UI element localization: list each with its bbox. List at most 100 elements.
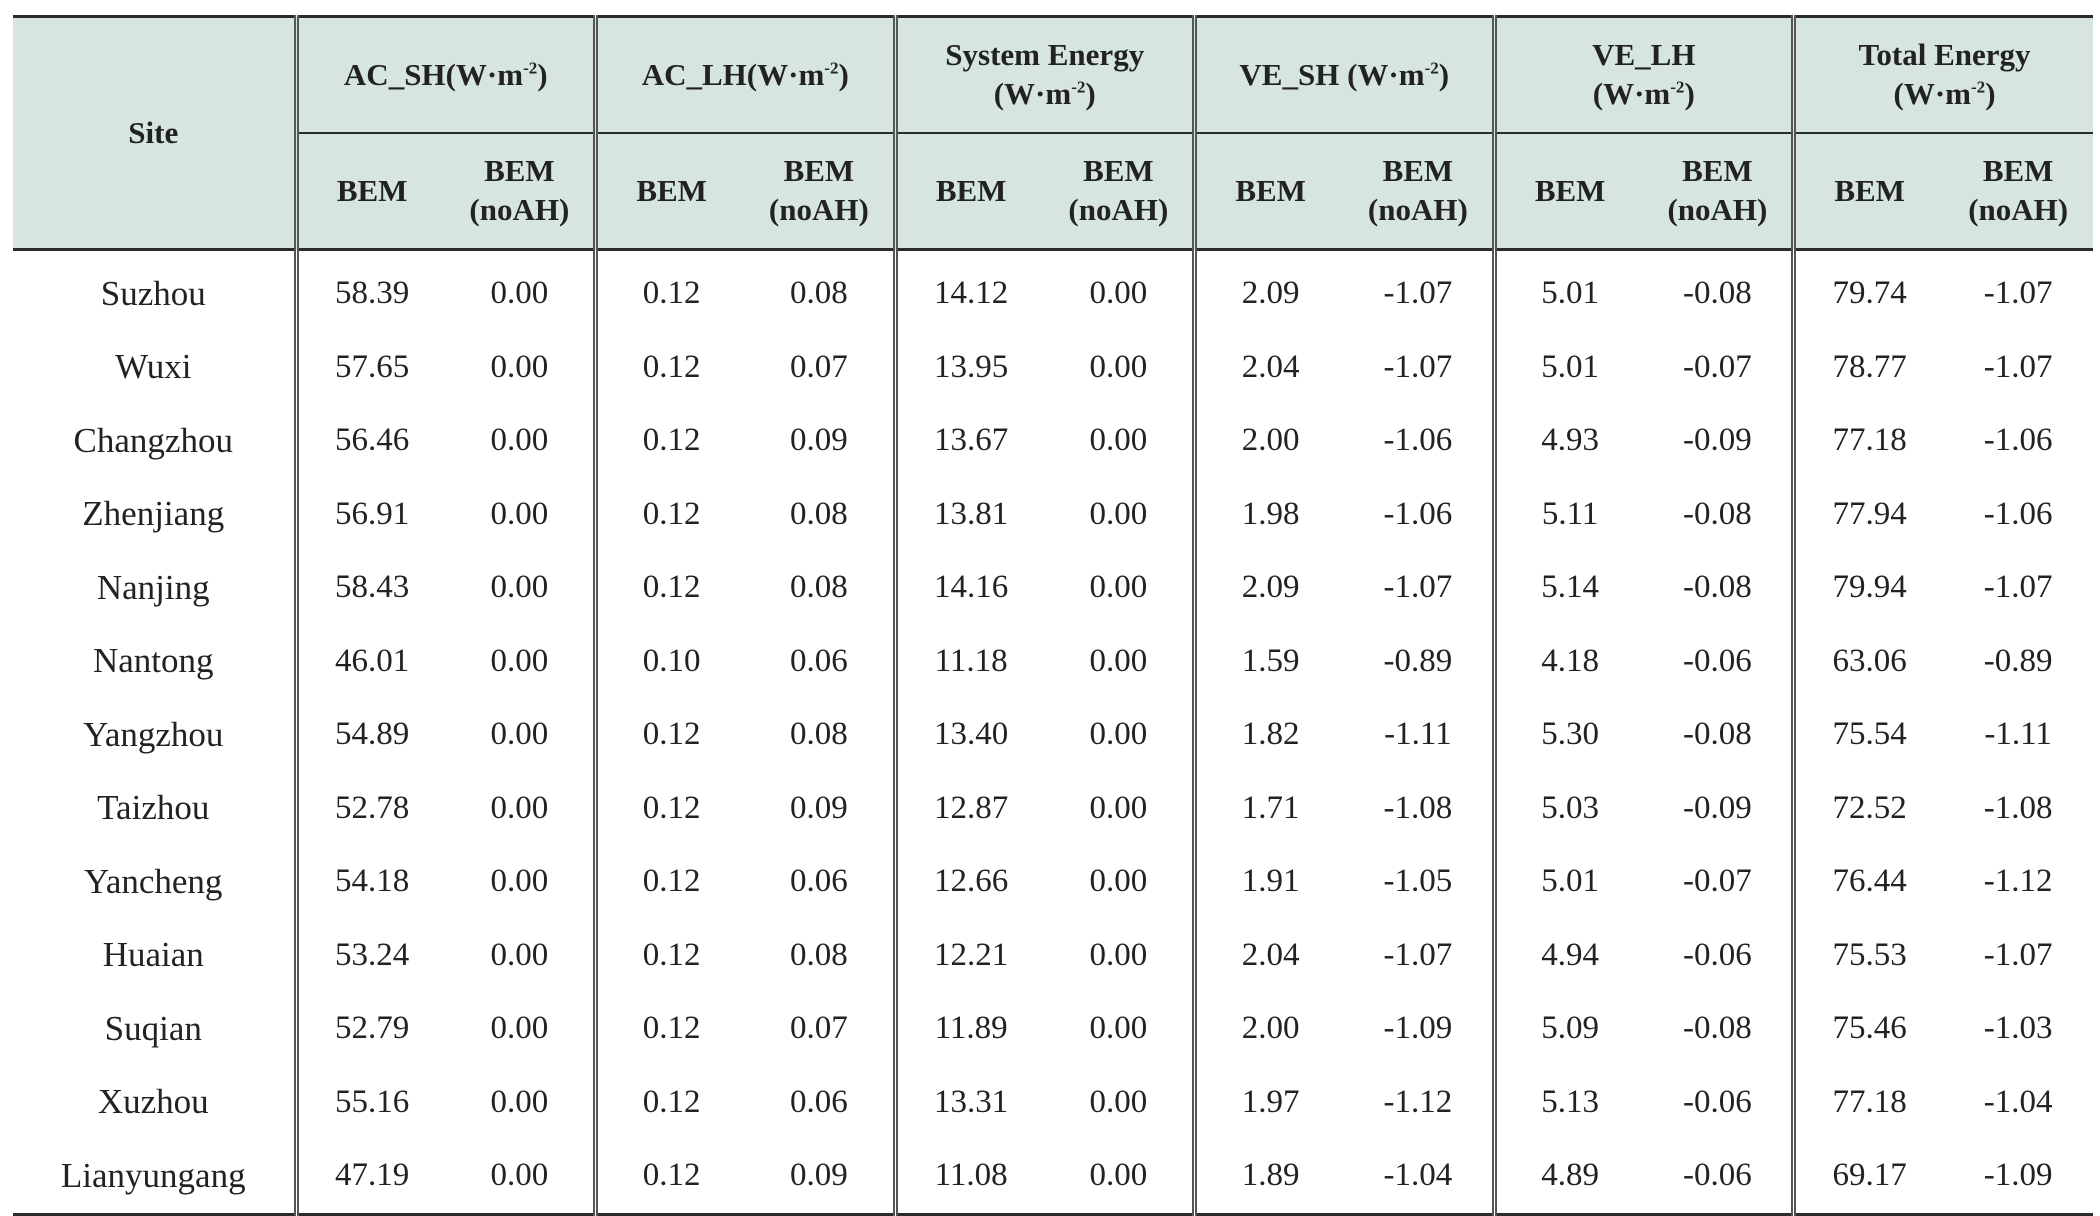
value-cell-bem-noah: -0.08 [1683, 495, 1752, 532]
value-cell-bem: 11.18 [892, 624, 1045, 698]
value-cell-bem: 77.18 [1791, 404, 1944, 478]
unit-text: (W·m [746, 56, 825, 92]
value-cell-bem-noah: 0.00 [1044, 1139, 1195, 1216]
table-header: Site AC_SH(W·m-2) AC_LH(W·m-2) System Ener… [13, 16, 2094, 250]
value-cell-bem-noah: 0.00 [490, 789, 549, 826]
unit-exponent: -2 [523, 58, 538, 78]
table-row: Wuxi 57.65 0.00 0.12 0.07 13.95 0.00 2.04 -1.07 5… [13, 330, 2093, 404]
subcolumn-label-line1: BEM [484, 153, 555, 189]
group-title: AC_SH [343, 56, 446, 92]
value-cell-bem-noah: -0.09 [1683, 422, 1752, 459]
value-cell-bem: 75.54 [1791, 698, 1944, 772]
value-cell-bem-noah: 0.00 [490, 495, 549, 532]
value-cell-bem-noah: 0.00 [1089, 863, 1148, 900]
value-cell-bem: 1.91 [1192, 845, 1345, 919]
value-cell-bem: 79.74 [1791, 249, 1944, 331]
subcolumn-label-line2: (noAH) [1968, 192, 2069, 227]
site-name-cell: Changzhou [73, 420, 233, 460]
value-cell-bem: 63.06 [1791, 624, 1944, 698]
value-cell-bem: 77.94 [1791, 477, 1944, 551]
value-cell-bem-noah: -0.06 [1683, 936, 1752, 973]
group-header: System Energy (W·m-2) [892, 16, 1195, 134]
value-cell-bem-noah: -0.08 [1683, 275, 1752, 312]
value-cell-bem: 13.81 [892, 477, 1045, 551]
value-cell-bem: 56.46 [293, 404, 446, 478]
value-cell-bem-noah: -1.06 [1983, 495, 2053, 532]
group-title: VE_LH [1592, 37, 1696, 73]
value-cell-bem-noah: 0.08 [790, 569, 848, 606]
value-cell-bem: 5.01 [1491, 249, 1644, 331]
group-unit: (W·m-2) [898, 75, 1193, 114]
value-cell-bem-noah: -1.07 [1383, 569, 1453, 606]
table-row: Nantong 46.01 0.00 0.10 0.06 11.18 0.00 1.59 -0.… [13, 624, 2093, 698]
site-name-cell: Suzhou [100, 273, 206, 313]
group-title: Total Energy [1858, 37, 2031, 73]
value-cell-bem-noah: -1.07 [1383, 936, 1453, 973]
value-cell-bem: 5.09 [1491, 992, 1644, 1066]
value-cell-bem-noah: -1.07 [1383, 275, 1453, 312]
value-cell-bem-noah: 0.08 [790, 495, 848, 532]
value-cell-bem: 0.12 [593, 992, 746, 1066]
value-cell-bem-noah: 0.08 [790, 716, 848, 753]
value-cell-bem: 2.04 [1192, 918, 1345, 992]
value-cell-bem: 69.17 [1791, 1139, 1944, 1216]
unit-exponent: -2 [824, 58, 839, 78]
value-cell-bem: 53.24 [293, 918, 446, 992]
value-cell-bem: 11.89 [892, 992, 1045, 1066]
value-cell-bem: 13.40 [892, 698, 1045, 772]
subcolumn-label-line1: BEM [1682, 153, 1753, 189]
table-row: Suqian 52.79 0.00 0.12 0.07 11.89 0.00 2.00 -1.0… [13, 992, 2093, 1066]
value-cell-bem: 47.19 [293, 1139, 446, 1216]
table-row: Huaian 53.24 0.00 0.12 0.08 12.21 0.00 2.04 -1.0… [13, 918, 2093, 992]
value-cell-bem: 77.18 [1791, 1065, 1944, 1139]
subcolumn-bem: BEM [892, 133, 1045, 250]
table-row: Zhenjiang 56.91 0.00 0.12 0.08 13.81 0.00 1.98 -… [13, 477, 2093, 551]
value-cell-bem-noah: -0.09 [1683, 789, 1752, 826]
table-row: Yancheng 54.18 0.00 0.12 0.06 12.66 0.00 1.91 -1… [13, 845, 2093, 919]
value-cell-bem: 1.82 [1192, 698, 1345, 772]
value-cell-bem: 13.31 [892, 1065, 1045, 1139]
value-cell-bem-noah: 0.00 [1089, 789, 1148, 826]
value-cell-bem: 12.87 [892, 771, 1045, 845]
unit-close: ) [1438, 56, 1450, 92]
value-cell-bem-noah: -1.06 [1983, 422, 2053, 459]
value-cell-bem-noah: 0.00 [1089, 936, 1148, 973]
value-cell-bem: 78.77 [1791, 330, 1944, 404]
value-cell-bem: 75.53 [1791, 918, 1944, 992]
value-cell-bem-noah: 0.09 [790, 422, 848, 459]
site-name-cell: Zhenjiang [82, 494, 225, 534]
table-row: Lianyungang 47.19 0.00 0.12 0.09 11.08 0.00 1.8… [13, 1139, 2094, 1216]
energy-table: Site AC_SH(W·m-2) AC_LH(W·m-2) System Ener… [13, 15, 2094, 1216]
site-name-cell: Yancheng [84, 861, 223, 901]
value-cell-bem: 0.12 [593, 404, 746, 478]
value-cell-bem-noah: -1.08 [1383, 789, 1453, 826]
site-name-cell: Huaian [102, 935, 204, 975]
subcolumn-label-line1: BEM [1982, 153, 2054, 189]
value-cell-bem-noah: 0.00 [490, 1083, 549, 1120]
site-name-cell: Xuzhou [97, 1082, 209, 1122]
value-cell-bem: 54.18 [293, 845, 446, 919]
value-cell-bem-noah: -1.12 [1383, 1083, 1453, 1120]
value-cell-bem-noah: 0.00 [1089, 422, 1148, 459]
value-cell-bem-noah: 0.00 [1089, 495, 1148, 532]
value-cell-bem: 5.01 [1491, 845, 1644, 919]
value-cell-bem: 13.95 [892, 330, 1045, 404]
site-name-cell: Nantong [92, 641, 214, 681]
value-cell-bem-noah: -1.05 [1383, 863, 1453, 900]
value-cell-bem: 4.94 [1491, 918, 1644, 992]
value-cell-bem: 76.44 [1791, 845, 1944, 919]
value-cell-bem: 14.16 [892, 551, 1045, 625]
subcolumn-bem-noah: BEM (noAH) [1943, 133, 2094, 250]
value-cell-bem: 1.98 [1192, 477, 1345, 551]
table-row: Nanjing 58.43 0.00 0.12 0.08 14.16 0.00 2.09 -1.… [13, 551, 2093, 625]
value-cell-bem-noah: 0.00 [445, 1139, 596, 1216]
value-cell-bem-noah: 0.00 [490, 275, 549, 312]
value-cell-bem: 0.12 [593, 845, 746, 919]
value-cell-bem-noah: 0.00 [490, 348, 549, 385]
subcolumn-label-line2: (noAH) [469, 192, 570, 227]
site-name-cell: Wuxi [115, 347, 192, 387]
subcolumn-bem: BEM [593, 133, 746, 250]
value-cell-bem-noah: -1.08 [1983, 789, 2053, 826]
table-row: Suzhou 58.39 0.00 0.12 0.08 14.12 0.00 2.09 -1.0… [13, 249, 2093, 331]
value-cell-bem-noah: 0.00 [1089, 642, 1148, 679]
